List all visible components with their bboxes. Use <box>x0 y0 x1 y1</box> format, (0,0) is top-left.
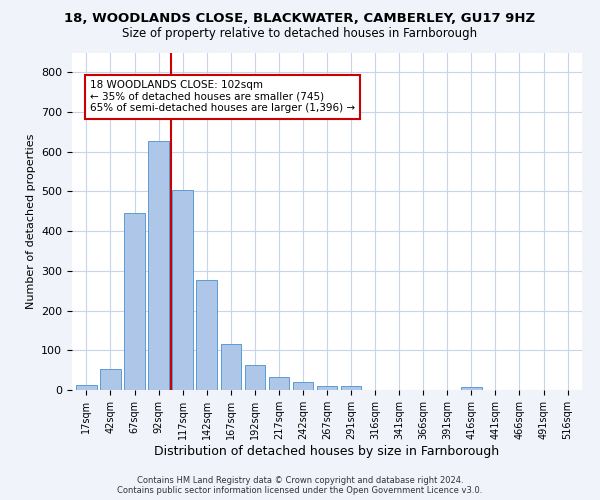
Text: 18, WOODLANDS CLOSE, BLACKWATER, CAMBERLEY, GU17 9HZ: 18, WOODLANDS CLOSE, BLACKWATER, CAMBERL… <box>64 12 536 26</box>
Text: 18 WOODLANDS CLOSE: 102sqm
← 35% of detached houses are smaller (745)
65% of sem: 18 WOODLANDS CLOSE: 102sqm ← 35% of deta… <box>90 80 355 114</box>
Text: Size of property relative to detached houses in Farnborough: Size of property relative to detached ho… <box>122 28 478 40</box>
Bar <box>245 365 265 390</box>
Bar <box>317 386 337 390</box>
Y-axis label: Number of detached properties: Number of detached properties <box>26 134 35 309</box>
Bar <box>172 190 193 390</box>
Bar <box>293 382 313 390</box>
Bar <box>341 386 361 390</box>
Bar <box>100 370 121 390</box>
Bar <box>124 212 145 390</box>
X-axis label: Distribution of detached houses by size in Farnborough: Distribution of detached houses by size … <box>154 444 500 458</box>
Bar <box>148 141 169 390</box>
Bar <box>196 280 217 390</box>
Bar <box>269 376 289 390</box>
Bar <box>221 344 241 390</box>
Text: Contains HM Land Registry data © Crown copyright and database right 2024.
Contai: Contains HM Land Registry data © Crown c… <box>118 476 482 495</box>
Bar <box>461 387 482 390</box>
Bar <box>76 385 97 390</box>
